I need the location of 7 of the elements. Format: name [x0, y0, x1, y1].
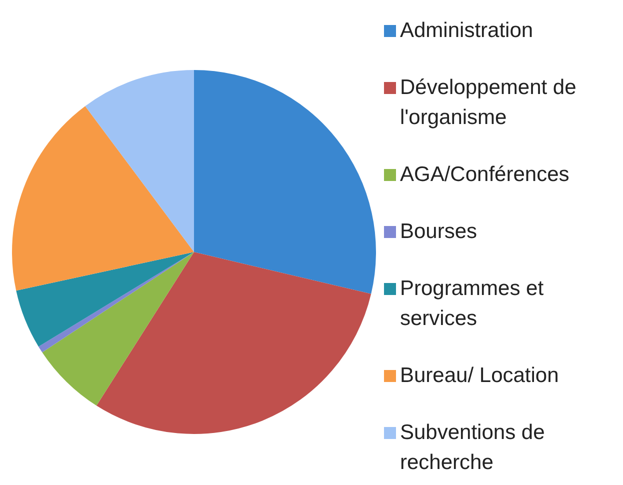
legend-label: Bureau/ Location — [400, 363, 559, 389]
legend-label: AGA/Conférences — [400, 162, 570, 188]
legend-label: Administration — [400, 18, 534, 44]
legend-label: Subventions de recherche — [400, 420, 546, 476]
legend-label: Bourses — [400, 219, 478, 245]
legend-label: Développement de l'organisme — [400, 75, 578, 131]
legend-label: Programmes et services — [400, 276, 545, 332]
